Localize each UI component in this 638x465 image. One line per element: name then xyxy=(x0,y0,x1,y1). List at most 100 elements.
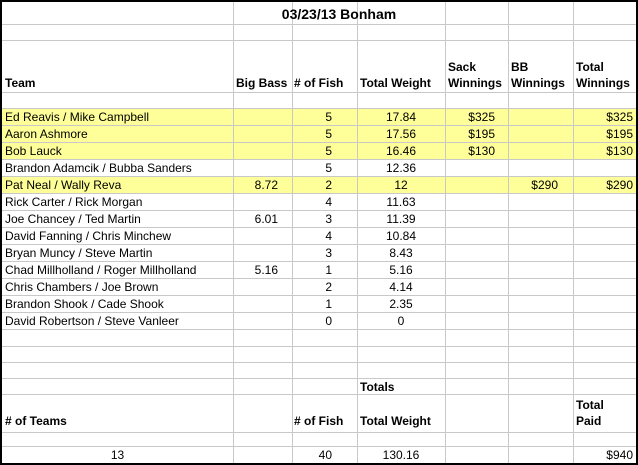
cell-bb-winnings: $290 xyxy=(531,178,558,192)
cell-team: David Fanning / Chris Minchew xyxy=(5,229,172,243)
cell-big-bass: 8.72 xyxy=(254,178,278,192)
cell-num-fish: 0 xyxy=(325,314,332,328)
gridline xyxy=(2,446,636,447)
cell-team: Bryan Muncy / Steve Martin xyxy=(5,246,153,260)
gridline xyxy=(2,227,636,228)
gridline xyxy=(2,261,636,262)
cell-num-fish: 5 xyxy=(325,110,332,124)
cell-total-weight: 12.36 xyxy=(385,161,417,175)
cell-num-fish: 5 xyxy=(325,127,332,141)
cell-team: Joe Chancey / Ted Martin xyxy=(5,212,141,226)
num-teams-label: # of Teams xyxy=(5,414,67,428)
total-paid-label: Paid xyxy=(576,414,602,428)
gridline xyxy=(292,2,293,463)
cell-num-fish: 1 xyxy=(325,263,332,277)
cell-total-winnings: $130 xyxy=(606,144,633,158)
cell-total-weight: 11.63 xyxy=(386,195,416,209)
total-weight-label: Total Weight xyxy=(360,414,431,428)
gridline xyxy=(2,346,636,347)
cell-num-fish: 1 xyxy=(325,297,332,311)
cell-num-fish: 3 xyxy=(325,212,332,226)
header-total-winnings: Winnings xyxy=(576,76,630,90)
gridline xyxy=(2,210,636,211)
cell-team: Chris Chambers / Joe Brown xyxy=(5,280,159,294)
row-highlight xyxy=(2,177,636,194)
cell-num-fish: 5 xyxy=(325,161,332,175)
cell-total-weight: 16.46 xyxy=(385,144,417,158)
cell-total-weight: 2.35 xyxy=(389,297,413,311)
cell-total-winnings: $325 xyxy=(606,110,633,124)
cell-total-winnings: $195 xyxy=(606,127,633,141)
gridline xyxy=(2,108,636,109)
cell-total-weight: 17.84 xyxy=(385,110,417,124)
gridline xyxy=(573,2,574,463)
gridline xyxy=(2,193,636,194)
gridline xyxy=(357,2,358,463)
gridline xyxy=(2,378,636,379)
gridline xyxy=(2,24,636,25)
cell-team: Pat Neal / Wally Reva xyxy=(5,178,122,192)
cell-num-fish: 2 xyxy=(325,280,332,294)
gridline xyxy=(2,432,636,433)
gridline xyxy=(2,92,636,93)
header-total-weight: Total Weight xyxy=(360,76,431,90)
cell-sack-winnings: $325 xyxy=(468,110,495,124)
num-fish-label: # of Fish xyxy=(294,414,344,428)
cell-big-bass: 5.16 xyxy=(254,263,278,277)
gridline xyxy=(2,362,636,363)
gridline xyxy=(2,159,636,160)
page-title: 03/23/13 Bonham xyxy=(281,6,397,22)
cell-num-fish: 4 xyxy=(325,195,332,209)
gridline xyxy=(445,2,446,463)
gridline xyxy=(2,176,636,177)
gridline xyxy=(2,295,636,296)
gridline xyxy=(2,329,636,330)
cell-sack-winnings: $195 xyxy=(468,127,495,141)
cell-team: Brandon Shook / Cade Shook xyxy=(5,297,164,311)
cell-total-weight: 12 xyxy=(394,178,408,192)
cell-total-weight: 8.43 xyxy=(389,246,413,260)
gridline xyxy=(2,394,636,395)
gridline xyxy=(2,312,636,313)
cell-team: Ed Reavis / Mike Campbell xyxy=(5,110,150,124)
header-total-winnings: Total xyxy=(576,60,604,74)
header-bb-winnings: Winnings xyxy=(511,76,565,90)
cell-team: Bob Lauck xyxy=(5,144,62,158)
cell-team: Aaron Ashmore xyxy=(5,127,88,141)
cell-num-fish: 4 xyxy=(325,229,332,243)
row-highlight xyxy=(2,109,636,126)
cell-total-winnings: $290 xyxy=(606,178,633,192)
cell-num-fish: 3 xyxy=(325,246,332,260)
gridline xyxy=(2,278,636,279)
cell-team: Rick Carter / Rick Morgan xyxy=(5,195,143,209)
row-highlight xyxy=(2,126,636,143)
gridline xyxy=(508,2,509,463)
cell-num-fish: 5 xyxy=(325,144,332,158)
header-team: Team xyxy=(5,76,36,90)
cell-total-weight: 11.39 xyxy=(386,212,416,226)
row-highlight xyxy=(2,143,636,160)
cell-total-weight: 17.56 xyxy=(385,127,417,141)
cell-total-weight: 10.84 xyxy=(385,229,417,243)
header-big-bass: Big Bass xyxy=(236,76,288,90)
cell-total-weight: 5.16 xyxy=(389,263,413,277)
gridline xyxy=(2,244,636,245)
total-weight-value: 130.16 xyxy=(382,448,420,462)
cell-team: Brandon Adamcik / Bubba Sanders xyxy=(5,161,192,175)
header-sack-winnings: Winnings xyxy=(448,76,502,90)
total-paid-value: $940 xyxy=(606,448,633,462)
gridline xyxy=(2,125,636,126)
header-sack-winnings: Sack xyxy=(448,60,477,74)
cell-total-weight: 4.14 xyxy=(389,280,413,294)
gridline xyxy=(2,40,636,41)
cell-big-bass: 6.01 xyxy=(254,212,278,226)
cell-team: Chad Millholland / Roger Millholland xyxy=(5,263,197,277)
num-teams-value: 13 xyxy=(110,448,125,462)
total-paid-label: Total xyxy=(576,398,604,412)
cell-sack-winnings: $130 xyxy=(468,144,495,158)
cell-team: David Robertson / Steve Vanleer xyxy=(5,314,179,328)
totals-label: Totals xyxy=(360,380,395,394)
gridline xyxy=(2,142,636,143)
gridline xyxy=(233,2,234,463)
